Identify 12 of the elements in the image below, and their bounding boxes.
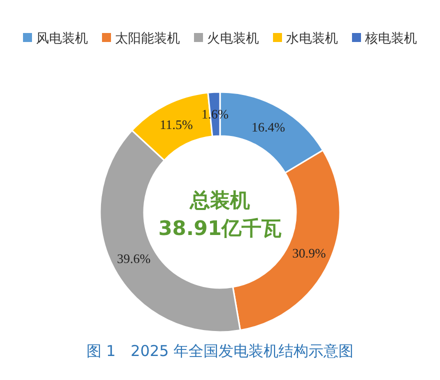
legend-label: 水电装机 (286, 32, 338, 47)
data-label: 39.6% (117, 251, 151, 266)
legend-label: 太阳能装机 (115, 32, 180, 47)
data-label: 16.4% (251, 119, 286, 134)
data-label: 11.5% (160, 116, 194, 132)
data-label: 30.9% (292, 245, 326, 260)
text: 图 1 2025 年全国发电装机结构示意图 (86, 342, 354, 360)
legend-label: 核电装机 (364, 32, 417, 47)
legend-label: 风电装机 (36, 32, 88, 47)
text: 38.91亿千瓦 (158, 216, 282, 240)
legend-label: 火电装机 (207, 32, 259, 47)
text: 总装机 (189, 188, 250, 212)
